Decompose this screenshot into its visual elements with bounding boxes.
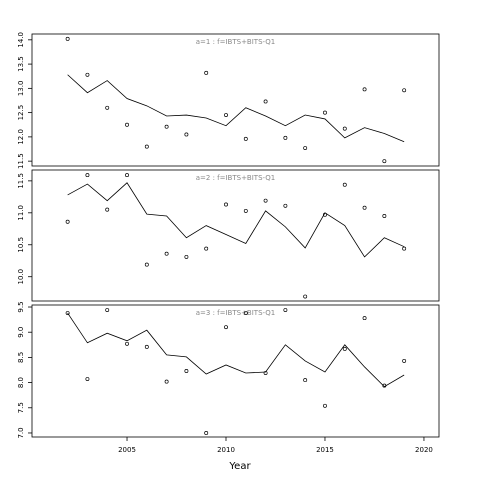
y-tick-label: 12.0 (17, 129, 25, 145)
x-axis-label: Year (228, 461, 251, 472)
data-point (362, 87, 367, 92)
data-point (85, 72, 90, 77)
data-point (144, 262, 149, 267)
data-point (342, 126, 347, 131)
y-tick-label: 7.5 (17, 402, 25, 413)
data-point (342, 346, 347, 351)
data-point (105, 105, 110, 110)
data-point (144, 344, 149, 349)
data-point (263, 198, 268, 203)
data-point (283, 135, 288, 140)
data-point (164, 251, 169, 256)
data-point (65, 219, 70, 224)
fit-line (67, 74, 405, 143)
y-tick-label: 10.0 (17, 269, 25, 285)
y-tick-label: 9.5 (17, 301, 25, 312)
data-point (382, 214, 387, 218)
data-point (323, 403, 327, 408)
data-point (402, 88, 407, 93)
data-point (283, 308, 288, 312)
data-point (65, 36, 70, 41)
fit-line (67, 312, 405, 388)
panel-title: a=1 : f=IBTS+BITS-Q1 (196, 38, 276, 46)
data-point (204, 246, 209, 251)
y-tick-label: 11.5 (17, 173, 25, 189)
x-tick-label: 2005 (118, 446, 136, 454)
panel-frame (31, 169, 440, 302)
data-point (65, 311, 70, 316)
y-tick-label: 8.0 (17, 377, 25, 388)
data-point (164, 124, 169, 129)
data-point (164, 379, 169, 384)
data-point (362, 316, 367, 321)
data-point (263, 99, 268, 104)
data-point (125, 122, 129, 127)
data-point (382, 159, 387, 164)
y-tick-label: 8.5 (17, 352, 25, 363)
data-point (184, 254, 189, 259)
panel-frame (31, 304, 440, 438)
data-point (283, 203, 288, 208)
panel-title: a=3 : f=IBTS+BITS-Q1 (196, 309, 276, 317)
data-point (303, 294, 308, 299)
data-point (402, 246, 407, 251)
data-point (402, 358, 407, 363)
panel-title: a=2 : f=IBTS+BITS-Q1 (196, 174, 276, 182)
data-point (184, 132, 189, 137)
y-tick-label: 11.0 (17, 205, 25, 221)
y-tick-label: 12.5 (17, 105, 25, 121)
data-point (243, 208, 248, 213)
data-point (85, 377, 90, 382)
data-point (85, 173, 90, 178)
data-point (303, 378, 308, 383)
data-point (204, 70, 209, 75)
fit-line (67, 182, 405, 258)
data-point (105, 308, 110, 312)
data-point (342, 182, 347, 187)
data-point (243, 311, 248, 316)
y-tick-label: 11.5 (17, 153, 25, 169)
y-tick-label: 10.5 (17, 237, 25, 253)
data-point (224, 202, 228, 207)
x-tick-label: 2015 (316, 446, 334, 454)
data-point (362, 205, 367, 210)
data-point (184, 369, 189, 373)
y-tick-label: 9.0 (17, 327, 25, 338)
data-point (144, 144, 149, 149)
data-point (303, 146, 308, 150)
y-tick-label: 14.0 (17, 32, 25, 48)
data-point (105, 207, 110, 212)
data-point (323, 110, 327, 115)
y-tick-label: 13.0 (17, 81, 25, 97)
data-point (243, 136, 248, 141)
y-tick-label: 13.5 (17, 56, 25, 72)
x-tick-label: 2010 (217, 446, 235, 454)
data-point (224, 325, 228, 330)
panel-frame (31, 33, 440, 167)
data-point (224, 113, 228, 117)
data-point (125, 341, 129, 346)
x-tick-label: 2020 (415, 446, 433, 454)
y-tick-label: 7.0 (17, 427, 25, 438)
data-point (125, 173, 129, 178)
data-point (204, 431, 209, 435)
